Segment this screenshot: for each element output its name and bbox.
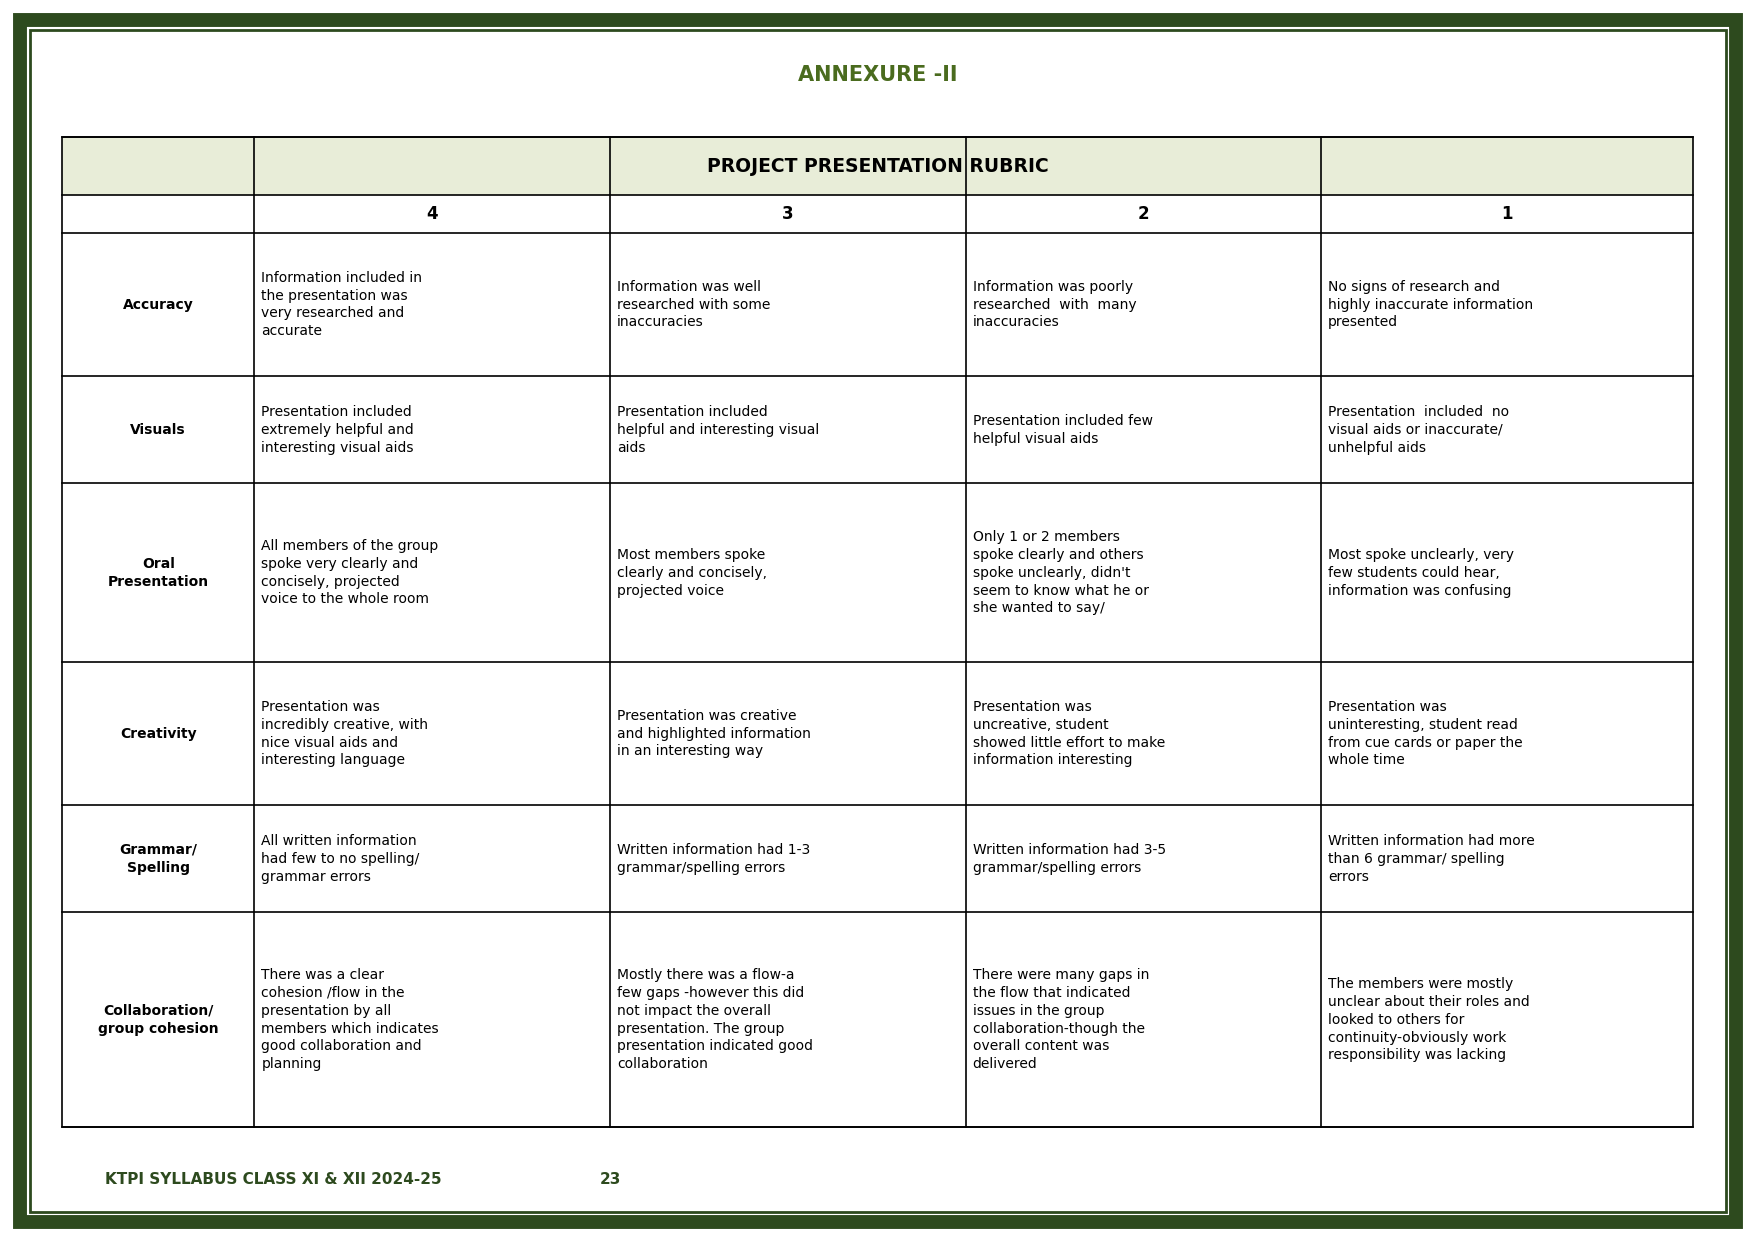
Text: Most members spoke
clearly and concisely,
projected voice: Most members spoke clearly and concisely… [616, 548, 767, 597]
Text: No signs of research and
highly inaccurate information
presented: No signs of research and highly inaccura… [1327, 279, 1532, 329]
Text: Presentation  included  no
visual aids or inaccurate/
unhelpful aids: Presentation included no visual aids or … [1327, 405, 1508, 455]
Text: The members were mostly
unclear about their roles and
looked to others for
conti: The members were mostly unclear about th… [1327, 977, 1529, 1062]
Text: 4: 4 [426, 205, 437, 224]
Text: Written information had 1-3
grammar/spelling errors: Written information had 1-3 grammar/spel… [616, 843, 809, 874]
Text: Presentation was
uninteresting, student read
from cue cards or paper the
whole t: Presentation was uninteresting, student … [1327, 699, 1522, 768]
Text: Creativity: Creativity [119, 727, 197, 740]
Text: Presentation included few
helpful visual aids: Presentation included few helpful visual… [972, 414, 1151, 446]
Text: Presentation was
incredibly creative, with
nice visual aids and
interesting lang: Presentation was incredibly creative, wi… [261, 699, 428, 768]
Bar [61, 137, 1692, 195]
Text: 3: 3 [781, 205, 793, 224]
Text: Grammar/
Spelling: Grammar/ Spelling [119, 843, 197, 874]
Text: Only 1 or 2 members
spoke clearly and others
spoke unclearly, didn't
seem to kno: Only 1 or 2 members spoke clearly and ot… [972, 530, 1148, 616]
Text: Mostly there was a flow-a
few gaps -however this did
not impact the overall
pres: Mostly there was a flow-a few gaps -howe… [616, 968, 813, 1072]
Text: Visuals: Visuals [130, 422, 186, 437]
Text: All members of the group
spoke very clearly and
concisely, projected
voice to th: All members of the group spoke very clea… [261, 539, 439, 606]
Text: 1: 1 [1501, 205, 1513, 224]
Ellipse shape [806, 424, 1109, 841]
Text: 2: 2 [1137, 205, 1148, 224]
Text: Presentation included
extremely helpful and
interesting visual aids: Presentation included extremely helpful … [261, 405, 414, 455]
Text: Information included in
the presentation was
very researched and
accurate: Information included in the presentation… [261, 271, 423, 338]
Text: Written information had more
than 6 grammar/ spelling
errors: Written information had more than 6 gram… [1327, 833, 1534, 883]
Text: Most spoke unclearly, very
few students could hear,
information was confusing: Most spoke unclearly, very few students … [1327, 548, 1513, 597]
Text: Information was poorly
researched  with  many
inaccuracies: Information was poorly researched with m… [972, 279, 1135, 329]
Text: Accuracy: Accuracy [123, 298, 193, 312]
Text: Collaboration/
group cohesion: Collaboration/ group cohesion [98, 1004, 218, 1036]
Text: There was a clear
cohesion /flow in the
presentation by all
members which indica: There was a clear cohesion /flow in the … [261, 968, 439, 1072]
Text: Written information had 3-5
grammar/spelling errors: Written information had 3-5 grammar/spel… [972, 843, 1165, 874]
Text: Oral
Presentation: Oral Presentation [107, 556, 209, 589]
Text: 23: 23 [600, 1172, 621, 1187]
Text: KTPI SYLLABUS CLASS XI & XII 2024-25: KTPI SYLLABUS CLASS XI & XII 2024-25 [105, 1172, 441, 1187]
Text: PROJECT PRESENTATION RUBRIC: PROJECT PRESENTATION RUBRIC [706, 156, 1048, 175]
Bar [61, 137, 1692, 1126]
Text: All written information
had few to no spelling/
grammar errors: All written information had few to no sp… [261, 833, 419, 883]
Text: Information was well
researched with some
inaccuracies: Information was well researched with som… [616, 279, 770, 329]
Text: Presentation was
uncreative, student
showed little effort to make
information in: Presentation was uncreative, student sho… [972, 699, 1164, 768]
Text: ANNEXURE -II: ANNEXURE -II [799, 65, 956, 84]
Text: Presentation included
helpful and interesting visual
aids: Presentation included helpful and intere… [616, 405, 820, 455]
Text: Presentation was creative
and highlighted information
in an interesting way: Presentation was creative and highlighte… [616, 709, 811, 759]
Bar [61, 137, 1692, 1126]
Text: There were many gaps in
the flow that indicated
issues in the group
collaboratio: There were many gaps in the flow that in… [972, 968, 1148, 1072]
